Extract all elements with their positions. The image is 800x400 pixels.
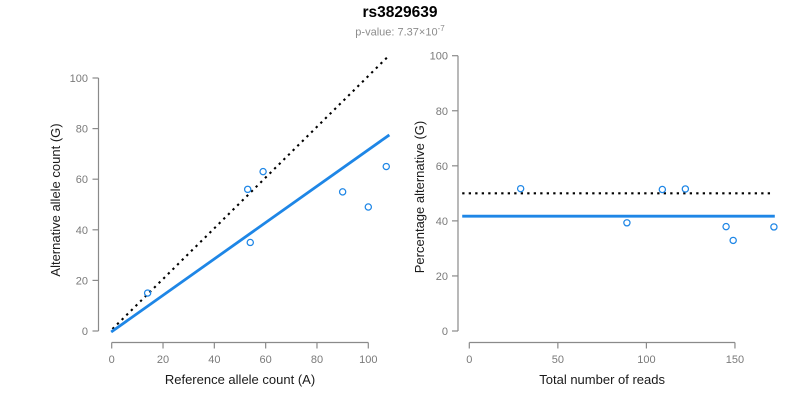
data-point: [770, 223, 778, 231]
y-tick-label: 0: [442, 326, 448, 338]
y-tick-label: 100: [70, 73, 88, 85]
y-tick-label: 80: [76, 124, 88, 136]
fit-line: [110, 133, 391, 334]
x-tick-label: 80: [311, 354, 323, 366]
data-point: [246, 238, 254, 247]
x-tick-label: 60: [260, 354, 272, 366]
y-tick-label: 60: [76, 174, 88, 186]
x-tick-label: 100: [637, 354, 655, 366]
data-point: [516, 184, 525, 193]
y-tick-label: 0: [82, 326, 88, 338]
y-tick-label: 20: [76, 275, 88, 287]
data-point: [729, 236, 737, 245]
data-point: [722, 222, 730, 231]
data-point: [143, 289, 152, 297]
y-tick-label: 20: [436, 271, 448, 283]
y-tick-label: 80: [436, 106, 448, 118]
y-tick-label: 60: [436, 161, 448, 173]
left-plot-panel: 0 20 40 60 80 100 0 20 40 60 80 100 Reference allele…: [48, 55, 391, 387]
x-axis-title: Total number of reads: [539, 372, 665, 387]
data-point: [382, 162, 390, 171]
y-tick-label: 100: [430, 51, 448, 63]
x-tick-label: 0: [466, 354, 472, 366]
y-axis-title: Percentage alternative (G): [412, 121, 427, 273]
y-tick-label: 40: [436, 216, 448, 228]
y-tick-label: 40: [76, 225, 88, 237]
x-tick-label: 100: [359, 354, 377, 366]
y-axis-title: Alternative allele count (G): [48, 123, 63, 276]
x-tick-label: 150: [726, 354, 744, 366]
right-plot-panel: 0 20 40 60 80 100 0 50 100 150 Total number of rea…: [412, 51, 778, 387]
data-point: [364, 203, 373, 211]
x-tick-label: 40: [208, 354, 220, 366]
data-point: [623, 219, 631, 227]
data-point: [681, 185, 690, 193]
data-point: [243, 185, 252, 194]
data-point: [338, 188, 347, 196]
x-tick-label: 0: [109, 354, 115, 366]
data-point: [658, 185, 667, 194]
data-point: [259, 167, 267, 176]
x-axis-title: Reference allele count (A): [165, 372, 315, 387]
x-tick-label: 20: [157, 354, 169, 366]
x-tick-label: 50: [552, 354, 564, 366]
identity-line: [111, 55, 390, 330]
